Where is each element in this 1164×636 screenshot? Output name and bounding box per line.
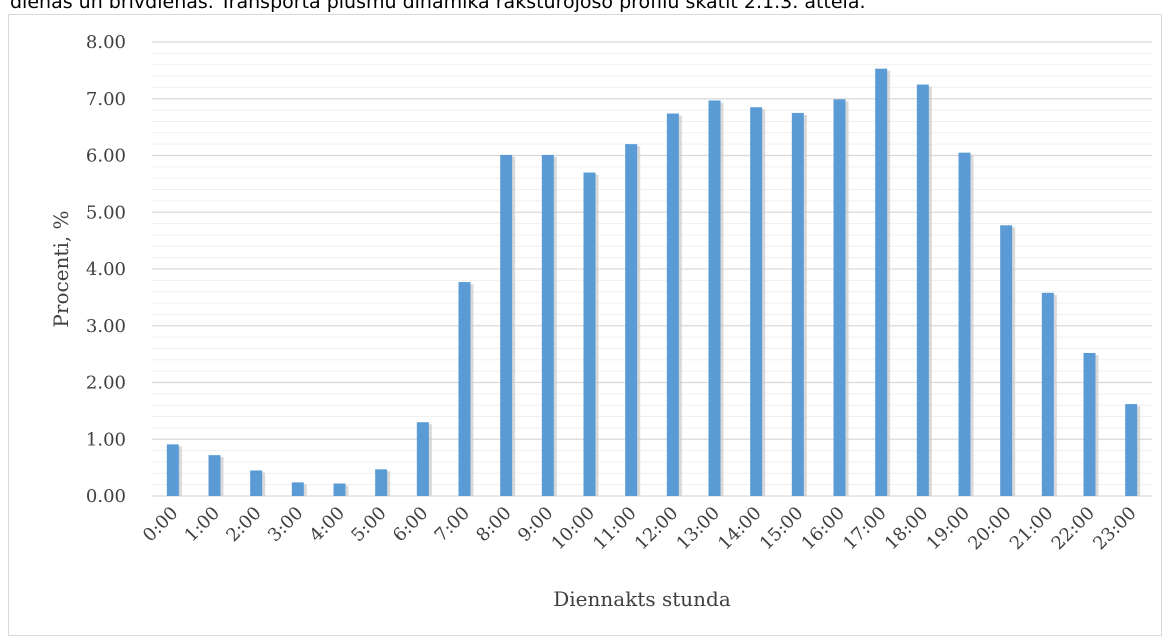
y-axis-title: Procenti, % <box>49 210 73 327</box>
bar-14:00 <box>750 107 763 496</box>
x-tick-label: 8:00 <box>472 503 515 546</box>
bar-22:00 <box>1083 352 1096 496</box>
bar-4:00 <box>333 483 346 496</box>
y-tick-label: 7.00 <box>86 89 126 110</box>
bar-18:00 <box>916 84 929 496</box>
y-tick-label: 0.00 <box>86 486 126 507</box>
x-tick-label: 17:00 <box>839 503 891 555</box>
bar-20:00 <box>1000 225 1013 497</box>
x-tick-label: 20:00 <box>964 503 1016 555</box>
x-tick-label: 19:00 <box>923 503 975 555</box>
y-tick-label: 4.00 <box>86 259 126 280</box>
bar-0:00 <box>166 444 179 496</box>
bar-11:00 <box>625 144 638 496</box>
y-tick-label: 2.00 <box>86 373 126 394</box>
x-axis-title: Diennakts stunda <box>553 587 731 611</box>
bars <box>166 68 1141 497</box>
y-axis-ticks: 0.00 1.00 2.00 3.00 4.00 5.00 6.00 7.00 8.00 <box>86 32 126 507</box>
bar-12:00 <box>666 113 679 496</box>
x-tick-label: 0:00 <box>139 503 182 546</box>
bar-15:00 <box>791 112 804 496</box>
x-tick-label: 22:00 <box>1048 503 1100 555</box>
x-tick-label: 14:00 <box>714 503 766 555</box>
x-tick-label: 7:00 <box>431 503 474 546</box>
x-tick-label: 3:00 <box>264 503 307 546</box>
bar-1:00 <box>208 455 221 496</box>
x-tick-label: 12:00 <box>631 503 683 555</box>
bar-16:00 <box>833 99 846 496</box>
bar-3:00 <box>291 482 304 496</box>
intro-text: dienas un brīvdienas. Transporta plūsmu … <box>10 0 866 13</box>
x-tick-label: 6:00 <box>389 503 432 546</box>
bar-8:00 <box>500 154 513 496</box>
x-axis-ticks: 0:001:002:003:004:005:006:007:008:009:00… <box>139 503 1141 555</box>
bar-6:00 <box>416 422 429 496</box>
bar-5:00 <box>375 469 388 496</box>
y-tick-label: 6.00 <box>86 146 126 167</box>
x-tick-label: 1:00 <box>181 503 224 546</box>
x-tick-label: 11:00 <box>589 503 641 555</box>
bar-19:00 <box>958 152 971 496</box>
x-tick-label: 23:00 <box>1089 503 1141 555</box>
y-tick-label: 3.00 <box>86 316 126 337</box>
bar-17:00 <box>875 68 888 497</box>
bar-9:00 <box>541 154 554 496</box>
x-tick-label: 21:00 <box>1006 503 1058 555</box>
bar-21:00 <box>1041 292 1054 496</box>
bar-7:00 <box>458 282 471 496</box>
y-tick-label: 8.00 <box>86 32 126 53</box>
x-tick-label: 16:00 <box>798 503 850 555</box>
x-tick-label: 13:00 <box>673 503 725 555</box>
bar-10:00 <box>583 172 596 496</box>
y-tick-label: 5.00 <box>86 202 126 223</box>
x-tick-label: 18:00 <box>881 503 933 555</box>
grid-lines <box>152 41 1152 497</box>
bar-23:00 <box>1125 404 1138 496</box>
x-tick-label: 15:00 <box>756 503 808 555</box>
x-tick-label: 4:00 <box>306 503 349 546</box>
bar-2:00 <box>250 470 263 496</box>
x-tick-label: 10:00 <box>548 503 600 555</box>
x-tick-label: 5:00 <box>347 503 390 546</box>
bar-13:00 <box>708 100 721 496</box>
x-tick-label: 2:00 <box>222 503 265 546</box>
y-tick-label: 1.00 <box>86 429 126 450</box>
